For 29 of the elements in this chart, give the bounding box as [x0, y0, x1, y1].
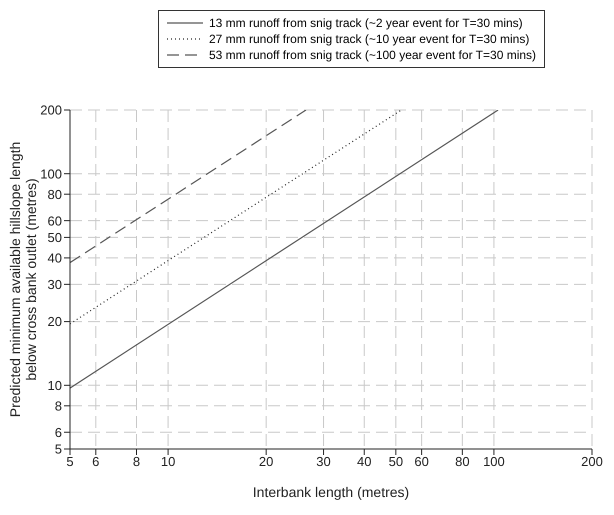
x-tick-label: 20 [258, 454, 274, 470]
y-tick-label: 10 [48, 378, 62, 393]
y-tick-label: 30 [48, 276, 62, 292]
y-tick-label: 100 [40, 166, 62, 182]
y-tick-label: 8 [54, 398, 62, 414]
y-tick-label: 40 [48, 250, 62, 266]
legend-label: 53 mm runoff from snig track (~100 year event for T=30 mins) [209, 47, 536, 63]
x-tick-label: 10 [160, 454, 176, 470]
x-tick-label: 30 [316, 454, 331, 470]
x-tick-label: 60 [414, 454, 429, 470]
y-tick-label: 5 [54, 442, 62, 457]
legend-label: 13 mm runoff from snig track (~2 year event for T=30 mins) [209, 15, 523, 31]
y-tick-label: 50 [48, 230, 62, 246]
x-tick-label: 100 [483, 454, 505, 470]
y-tick-label: 80 [48, 186, 62, 202]
x-tick-label: 50 [388, 454, 404, 470]
x-axis-title: Interbank length (metres) [252, 484, 410, 500]
x-tick-label: 40 [357, 454, 372, 470]
y-tick-label: 20 [48, 314, 62, 330]
legend-label: 27 mm runoff from snig track (~10 year event for T=30 mins) [209, 31, 530, 47]
y-tick-label: 200 [40, 102, 62, 118]
y-tick-label: 6 [54, 424, 62, 440]
x-tick-label: 6 [92, 454, 100, 470]
x-tick-label: 5 [66, 454, 74, 470]
x-tick-label: 200 [581, 454, 603, 470]
y-tick-label: 60 [48, 213, 62, 228]
y-axis-title: Predicted minimum available hillslope length below cross bank outlet (metres) [7, 142, 39, 418]
x-tick-label: 80 [455, 454, 470, 470]
x-tick-label: 8 [132, 454, 140, 470]
